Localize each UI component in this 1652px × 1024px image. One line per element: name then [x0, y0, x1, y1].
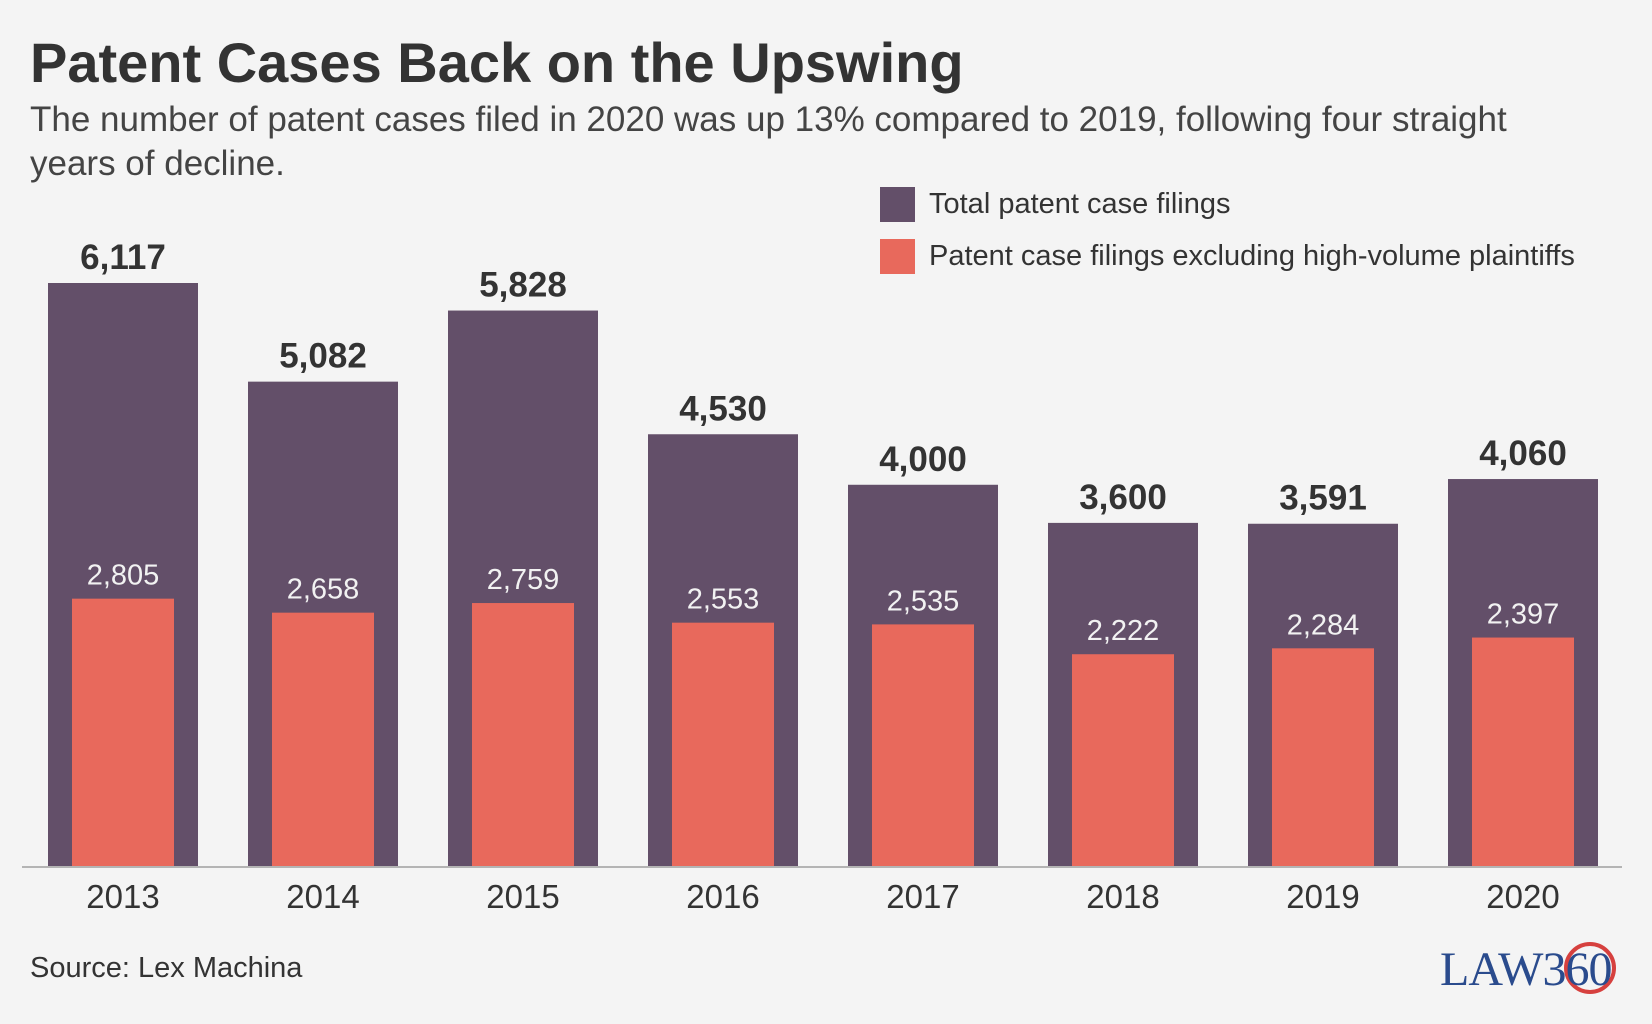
bar-excluding-2013	[72, 598, 174, 866]
data-label-total-2013: 6,117	[80, 238, 166, 277]
bar-excluding-2018	[1072, 654, 1174, 866]
data-label-total-2015: 5,828	[479, 266, 567, 305]
chart-title: Patent Cases Back on the Upswing	[30, 31, 964, 94]
data-label-excluding-2016: 2,553	[687, 584, 760, 616]
data-label-excluding-2014: 2,658	[287, 574, 360, 606]
data-label-excluding-2017: 2,535	[887, 585, 960, 617]
bar-excluding-2020	[1472, 637, 1574, 866]
chart-subtitle: The number of patent cases filed in 2020…	[30, 100, 1507, 183]
data-label-total-2019: 3,591	[1279, 479, 1367, 518]
x-tick-label-2018: 2018	[1086, 878, 1159, 915]
data-label-total-2016: 4,530	[679, 389, 767, 428]
data-label-excluding-2015: 2,759	[487, 564, 560, 596]
data-label-excluding-2019: 2,284	[1287, 609, 1360, 641]
legend-swatch-total	[880, 186, 915, 222]
data-label-total-2018: 3,600	[1079, 478, 1167, 517]
legend-item-excluding: Patent case filings excluding high-volum…	[880, 238, 1575, 274]
legend: Total patent case filings Patent case fi…	[880, 186, 1575, 290]
bar-excluding-2015	[472, 603, 574, 866]
legend-item-total: Total patent case filings	[880, 186, 1575, 222]
x-tick-label-2020: 2020	[1486, 878, 1559, 915]
data-label-total-2014: 5,082	[279, 337, 367, 376]
data-label-total-2017: 4,000	[879, 440, 967, 479]
bar-excluding-2014	[272, 612, 374, 866]
source-note: Source: Lex Machina	[30, 952, 303, 984]
logo-ring-icon	[1564, 942, 1616, 994]
legend-label-total: Total patent case filings	[929, 187, 1231, 220]
x-tick-label-2015: 2015	[486, 878, 559, 915]
legend-swatch-excluding	[880, 238, 915, 274]
bar-excluding-2017	[872, 624, 974, 866]
x-tick-label-2016: 2016	[686, 878, 759, 915]
x-tick-label-2014: 2014	[286, 878, 359, 915]
data-label-excluding-2018: 2,222	[1087, 615, 1160, 647]
bar-excluding-2016	[672, 622, 774, 866]
logo-text: LAW360	[1440, 943, 1612, 996]
data-label-excluding-2020: 2,397	[1487, 599, 1560, 631]
bar-excluding-2019	[1272, 648, 1374, 866]
data-label-total-2020: 4,060	[1479, 434, 1567, 473]
x-tick-label-2017: 2017	[886, 878, 959, 915]
law360-logo: LAW360	[1440, 938, 1630, 998]
x-tick-label-2019: 2019	[1286, 878, 1359, 915]
x-tick-label-2013: 2013	[86, 878, 159, 915]
data-label-excluding-2013: 2,805	[87, 560, 160, 592]
legend-label-excluding: Patent case filings excluding high-volum…	[929, 239, 1575, 272]
